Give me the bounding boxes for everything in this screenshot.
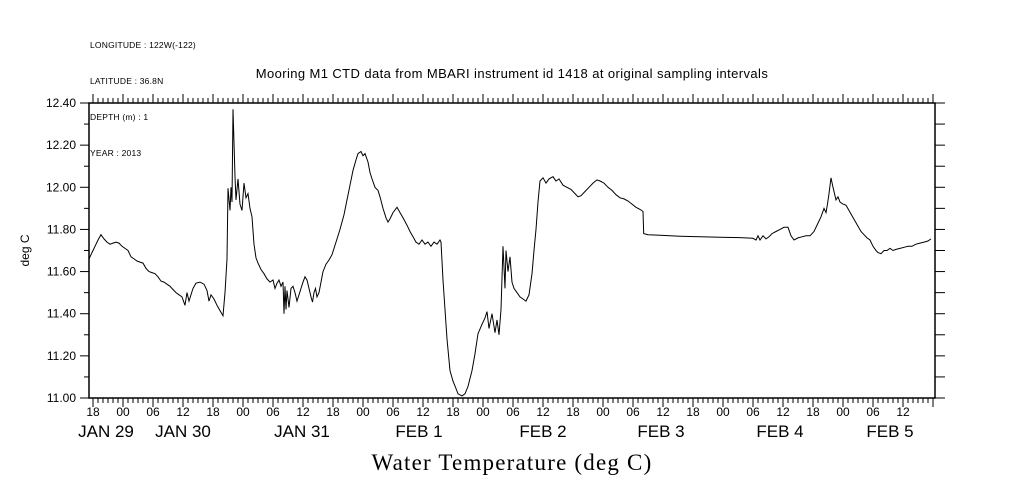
x-hour-label: 06 bbox=[266, 405, 280, 419]
x-day-label: JAN 31 bbox=[274, 422, 330, 441]
x-hour-label: 00 bbox=[596, 405, 610, 419]
x-day-label: FEB 4 bbox=[756, 422, 803, 441]
x-hour-label: 18 bbox=[686, 405, 700, 419]
y-tick-label: 11.60 bbox=[47, 265, 76, 279]
x-hour-label: 00 bbox=[836, 405, 850, 419]
x-hour-label: 06 bbox=[506, 405, 520, 419]
x-hour-label: 00 bbox=[356, 405, 370, 419]
x-hour-label: 06 bbox=[626, 405, 640, 419]
y-axis-title: deg C bbox=[18, 234, 32, 266]
x-day-labels: JAN 29 JAN 30 JAN 31 FEB 1 FEB 2 FEB 3 FEB 4 FE… bbox=[78, 422, 914, 441]
y-tick-label: 11.00 bbox=[47, 391, 76, 405]
x-hour-label: 18 bbox=[446, 405, 460, 419]
x-hour-label: 12 bbox=[656, 405, 670, 419]
x-hour-label: 12 bbox=[896, 405, 910, 419]
x-day-label: FEB 2 bbox=[519, 422, 566, 441]
x-hour-label: 00 bbox=[116, 405, 130, 419]
y-tick-labels: 11.00 11.20 11.40 11.60 11.80 12.00 12.20 12.40 bbox=[46, 96, 76, 405]
metadata-block: LONGITUDE : 122W(-122) LATITUDE : 36.8N … bbox=[90, 15, 196, 171]
x-hour-label: 12 bbox=[176, 405, 190, 419]
plot-border bbox=[88, 102, 936, 399]
x-day-label: JAN 30 bbox=[155, 422, 211, 441]
x-ticks bbox=[92, 94, 934, 407]
x-day-label: FEB 3 bbox=[637, 422, 684, 441]
x-day-label: FEB 5 bbox=[866, 422, 913, 441]
metadata-latitude: LATITUDE : 36.8N bbox=[90, 76, 164, 86]
x-hour-label: 06 bbox=[146, 405, 160, 419]
x-hour-label: 06 bbox=[386, 405, 400, 419]
x-hour-labels: 18 00 06 12 18 00 06 12 18 00 06 12 18 00 06 12 18 00 06 12… bbox=[86, 405, 910, 419]
y-tick-label: 12.20 bbox=[46, 138, 76, 152]
y-tick-label: 11.20 bbox=[47, 349, 76, 363]
chart-title: Mooring M1 CTD data from MBARI instrumen… bbox=[255, 66, 769, 81]
x-hour-label: 06 bbox=[746, 405, 760, 419]
y-ticks bbox=[80, 102, 945, 399]
x-hour-label: 06 bbox=[866, 405, 880, 419]
x-hour-label: 18 bbox=[86, 405, 100, 419]
x-day-label: FEB 1 bbox=[395, 422, 442, 441]
y-tick-label: 12.00 bbox=[46, 180, 76, 194]
y-tick-label: 12.40 bbox=[46, 96, 76, 110]
x-hour-label: 12 bbox=[536, 405, 550, 419]
metadata-year: YEAR : 2013 bbox=[90, 148, 142, 158]
x-hour-label: 18 bbox=[206, 405, 220, 419]
metadata-longitude: LONGITUDE : 122W(-122) bbox=[90, 40, 196, 50]
x-hour-label: 12 bbox=[416, 405, 430, 419]
x-day-label: JAN 29 bbox=[78, 422, 134, 441]
metadata-depth: DEPTH (m) : 1 bbox=[90, 112, 149, 122]
x-hour-label: 18 bbox=[806, 405, 820, 419]
x-axis-title: Water Temperature (deg C) bbox=[371, 450, 653, 475]
x-hour-label: 18 bbox=[566, 405, 580, 419]
x-hour-label: 12 bbox=[776, 405, 790, 419]
x-hour-label: 00 bbox=[236, 405, 250, 419]
y-tick-label: 11.40 bbox=[47, 307, 76, 321]
x-hour-label: 12 bbox=[296, 405, 310, 419]
x-hour-label: 00 bbox=[476, 405, 490, 419]
x-hour-label: 00 bbox=[716, 405, 730, 419]
x-hour-label: 18 bbox=[326, 405, 340, 419]
y-tick-label: 11.80 bbox=[47, 222, 76, 236]
temperature-line bbox=[88, 109, 932, 397]
